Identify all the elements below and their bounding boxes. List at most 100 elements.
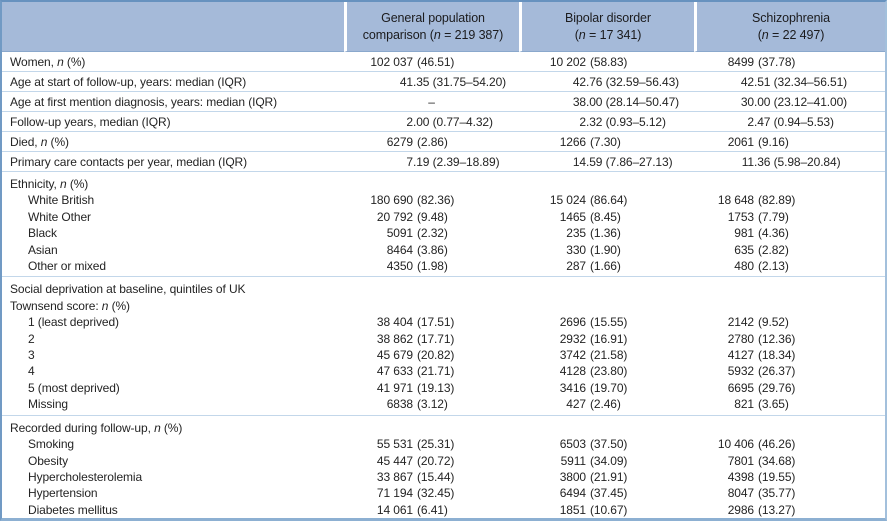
value-detail: (8.45)	[590, 209, 621, 224]
value-number: 6503	[559, 437, 586, 452]
value-number: 7	[406, 154, 413, 169]
cell-value: 180 690 (82.36)	[344, 192, 519, 208]
table-row: Follow-up years, median (IQR) 2.00 (0.77–…	[2, 112, 885, 132]
table-row: 5 (most deprived) 41 971 (19.13) 3416 (19.70…	[2, 379, 885, 397]
header-line: Bipolar disorder	[565, 10, 651, 25]
value-number: 1851	[559, 502, 586, 517]
value-number: 6695	[727, 380, 754, 395]
value-detail: (34.09)	[590, 453, 628, 468]
row-label: White British	[28, 193, 95, 208]
row-label: Age at start of follow-up, years: median…	[10, 74, 247, 89]
value-detail: (82.36)	[417, 193, 455, 208]
value-detail: (20.82)	[417, 348, 455, 363]
value-detail: (29.76)	[758, 380, 796, 395]
value-number: 3800	[559, 469, 586, 484]
value-detail: (37.78)	[758, 54, 796, 69]
row-label: Died, n (%)	[10, 134, 69, 149]
cell-value: 330 (1.90)	[519, 242, 694, 258]
value-detail: (35.77)	[758, 486, 796, 501]
cell-value: 287 (1.66)	[519, 258, 694, 274]
table-row: Obesity 45 447 (20.72) 5911 (34.09) 7801 (34.6…	[2, 452, 885, 469]
value-number: 45 447	[376, 453, 413, 468]
cell-value: 33 867 (15.44)	[344, 469, 519, 485]
value-detail: (1.36)	[590, 226, 621, 241]
row-label: 5 (most deprived)	[28, 380, 120, 395]
cell-value: 38 862 (17.71)	[344, 331, 519, 347]
value-detail: .47 (0.94–5.53)	[754, 114, 834, 129]
cell-value: 102 037 (46.51)	[344, 55, 519, 69]
cell-value: –	[428, 94, 435, 109]
value-number: 5932	[727, 364, 754, 379]
value-number: 3416	[559, 380, 586, 395]
value-detail: (7.79)	[758, 209, 789, 224]
section-header-row: Social deprivation at baseline, quintile…	[2, 277, 885, 315]
value-detail: (34.68)	[758, 453, 796, 468]
cell-value: 8499 (37.78)	[694, 55, 885, 69]
row-label: Ethnicity, n (%)	[10, 177, 89, 191]
table-row: Black 5091 (2.32) 235 (1.36) 981 (4.36)	[2, 225, 885, 242]
value-number: 18 648	[717, 193, 754, 208]
value-number: 14	[572, 154, 586, 169]
cell-value: 8047 (35.77)	[694, 485, 885, 501]
value-number: 2	[579, 114, 586, 129]
value-number: 4350	[386, 259, 413, 274]
value-detail: (3.86)	[417, 242, 448, 257]
row-label: Obesity	[28, 453, 68, 468]
table-body: Women, n (%) 102 037 (46.51) 10 202 (58.83) 8…	[2, 52, 885, 519]
cell-value: 2986 (13.27)	[694, 502, 885, 518]
value-detail: .35 (31.75–54.20)	[413, 74, 507, 89]
value-number: 30	[740, 94, 754, 109]
cell-value: 3800 (21.91)	[519, 469, 694, 485]
value-number: 20 792	[376, 209, 413, 224]
value-number: 2986	[727, 502, 754, 517]
cell-value: 15 024 (86.64)	[519, 192, 694, 208]
row-label: 1 (least deprived)	[28, 315, 119, 330]
value-detail: .19 (2.39–18.89)	[413, 154, 500, 169]
value-number: 1753	[727, 209, 754, 224]
row-label: Women, n (%)	[10, 54, 86, 69]
value-detail: (3.65)	[758, 397, 789, 412]
cell-value: 7801 (34.68)	[694, 453, 885, 469]
value-number: 427	[566, 397, 586, 412]
value-detail: (20.72)	[417, 453, 455, 468]
value-detail: (7.30)	[590, 134, 621, 149]
value-number: 1266	[559, 134, 586, 149]
value-number: 6279	[386, 134, 413, 149]
value-detail: (2.13)	[758, 259, 789, 274]
cell-value: 4128 (23.80)	[519, 363, 694, 379]
value-detail: (86.64)	[590, 193, 628, 208]
cell-value: 5091 (2.32)	[344, 225, 519, 241]
value-detail: (46.26)	[758, 437, 796, 452]
value-detail: (12.36)	[758, 331, 796, 346]
row-label: Follow-up years, median (IQR)	[10, 114, 171, 129]
cell-value: 5911 (34.09)	[519, 453, 694, 469]
value-number: 10 406	[717, 437, 754, 452]
value-detail: (19.13)	[417, 380, 455, 395]
value-detail: .32 (0.93–5.12)	[586, 114, 666, 129]
cell-value: 4127 (18.34)	[694, 347, 885, 363]
row-label: Hypertension	[28, 486, 98, 501]
row-label: Social deprivation at baseline, quintile…	[10, 282, 246, 313]
cell-value: 6494 (37.45)	[519, 485, 694, 501]
section-header-row: Recorded during follow-up, n (%)	[2, 415, 885, 437]
cell-value: 6503 (37.50)	[519, 436, 694, 452]
header-line: (n = 22 497)	[757, 27, 825, 42]
cell-value: 635 (2.82)	[694, 242, 885, 258]
cell-value: 1753 (7.79)	[694, 209, 885, 225]
cell-value: 45 447 (20.72)	[344, 453, 519, 469]
table-row: Age at start of follow-up, years: median…	[2, 72, 885, 92]
table-row: Hypercholesterolemia 33 867 (15.44) 3800 (21…	[2, 468, 885, 486]
value-number: 5091	[386, 226, 413, 241]
value-detail: (37.45)	[590, 486, 628, 501]
cell-value: 5932 (26.37)	[694, 363, 885, 379]
value-number: 7801	[727, 453, 754, 468]
value-number: 45 679	[376, 348, 413, 363]
header-col-general-population: General population comparison (n = 219 3…	[344, 2, 519, 52]
value-detail: .00 (28.14–50.47)	[586, 94, 680, 109]
value-detail: (21.58)	[590, 348, 628, 363]
value-detail: (2.46)	[590, 397, 621, 412]
cell-value: 41.35 (31.75–54.20)	[344, 75, 519, 89]
value-number: 41 971	[376, 380, 413, 395]
